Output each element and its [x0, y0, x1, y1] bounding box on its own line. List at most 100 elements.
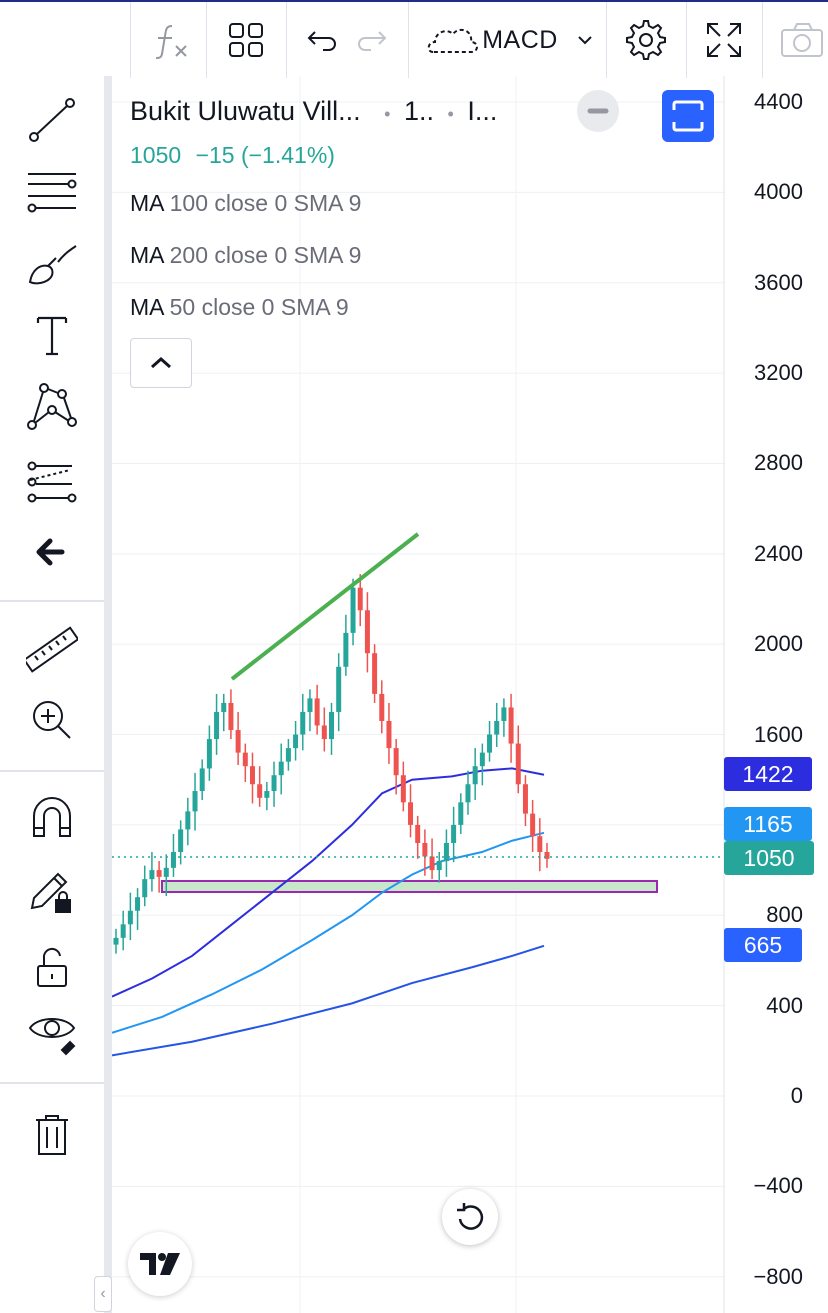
ruler-icon[interactable] — [26, 624, 78, 676]
candle-body — [170, 852, 176, 868]
price-axis-tick: 3200 — [754, 360, 803, 386]
text-icon[interactable] — [26, 310, 78, 362]
chevron-up-icon — [151, 356, 171, 369]
candle-body — [422, 842, 428, 857]
collapse-toolbar-button[interactable]: ‹ — [94, 1276, 112, 1312]
candle-body — [199, 768, 205, 792]
candle-body — [321, 725, 327, 740]
candle-body — [487, 734, 493, 753]
separator-dot: • — [447, 104, 454, 124]
tag-value: 1422 — [742, 760, 794, 787]
fullscreen-frame-icon — [672, 100, 704, 132]
pattern-icon[interactable] — [26, 380, 78, 432]
candle-body — [472, 766, 478, 785]
price-axis-tick: 2800 — [754, 450, 803, 476]
price-chart[interactable] — [112, 76, 828, 1313]
candle-body — [429, 856, 435, 871]
undo-icon[interactable] — [294, 2, 344, 78]
reset-icon — [457, 1203, 484, 1230]
ma-label: MA — [130, 242, 164, 268]
chart-fullscreen-button[interactable] — [662, 90, 714, 142]
trendline-icon[interactable] — [26, 94, 78, 146]
fib-lines-icon[interactable] — [26, 164, 78, 216]
candle-body — [242, 752, 248, 767]
minimize-button[interactable] — [577, 90, 619, 132]
pencil-lock-icon[interactable] — [26, 864, 78, 916]
candle-body — [336, 666, 342, 712]
candle-body — [386, 720, 392, 749]
reset-chart-button[interactable] — [442, 1189, 498, 1245]
candle-body — [515, 743, 521, 785]
indicator-name[interactable]: MACD — [482, 25, 558, 54]
function-icon[interactable] — [140, 2, 200, 78]
price-axis-tick: 2000 — [754, 631, 803, 657]
candle-body — [451, 824, 457, 843]
top-toolbar: MACD — [0, 0, 828, 78]
candle-body — [206, 739, 212, 769]
candle-body — [508, 707, 514, 744]
candle-body — [479, 752, 485, 767]
tag-value: 665 — [743, 931, 783, 958]
chevron-down-icon[interactable] — [570, 2, 600, 78]
candle-body — [501, 707, 507, 721]
brush-icon[interactable] — [26, 240, 78, 292]
price-axis-tick: 800 — [766, 902, 803, 928]
ma-legend-100[interactable]: MA 100 close 0 SMA 9 — [130, 190, 361, 217]
candle-body — [400, 775, 406, 803]
candle-body — [544, 852, 550, 859]
candle-body — [415, 824, 421, 843]
minus-icon — [587, 108, 609, 114]
cloud-icon[interactable] — [424, 2, 480, 78]
ma-label: MA — [130, 190, 164, 216]
candle-body — [156, 870, 162, 877]
candle-body — [343, 632, 349, 667]
ma-legend-200[interactable]: MA 200 close 0 SMA 9 — [130, 242, 361, 269]
fullscreen-icon[interactable] — [696, 2, 752, 78]
candle-body — [185, 811, 191, 830]
price-tag-ma50: 1165 — [724, 807, 812, 841]
price-axis-tick: 4000 — [754, 179, 803, 205]
lock-icon[interactable] — [26, 942, 78, 994]
separator-dot: • — [384, 104, 391, 124]
layout-grid-icon[interactable] — [214, 2, 278, 78]
candle-body — [235, 730, 241, 753]
candle-body — [314, 698, 320, 726]
candle-body — [285, 748, 291, 762]
zoom-in-icon[interactable] — [26, 694, 78, 746]
prediction-icon[interactable] — [26, 456, 78, 508]
collapse-legend-button[interactable] — [130, 338, 192, 388]
ma-200-line — [112, 944, 545, 1057]
camera-icon[interactable] — [772, 2, 828, 78]
candle-body — [408, 802, 414, 825]
trash-icon[interactable] — [26, 1110, 78, 1162]
eye-icon[interactable] — [26, 1004, 78, 1056]
ma-label: MA — [130, 294, 164, 320]
price-tag-last: 1050 — [724, 841, 814, 875]
price-axis-tick: 3600 — [754, 269, 803, 295]
candle-body — [537, 836, 543, 853]
toolbar-scroll-edge — [104, 0, 112, 1313]
candle-body — [436, 861, 442, 871]
symbol-legend[interactable]: Bukit Uluwatu Vill... • 1.. • I... — [130, 96, 497, 127]
candle-body — [458, 802, 464, 825]
back-arrow-icon[interactable] — [26, 526, 78, 578]
ma-legend-50[interactable]: MA 50 close 0 SMA 9 — [130, 294, 349, 321]
magnet-icon[interactable] — [26, 794, 78, 846]
candle-body — [300, 711, 306, 735]
candle-body — [530, 813, 536, 837]
candle-body — [163, 867, 169, 877]
candle-body — [135, 897, 141, 911]
ma-params: 200 close 0 SMA 9 — [169, 242, 362, 268]
change-value: −15 — [195, 142, 235, 168]
toolbar-divider — [0, 770, 104, 772]
candle-body — [278, 761, 284, 776]
trendline — [230, 532, 420, 681]
tradingview-logo[interactable] — [128, 1232, 192, 1296]
price-tag-ma200: 665 — [724, 928, 802, 962]
candle-body — [192, 791, 198, 812]
candle-body — [271, 775, 277, 792]
redo-icon[interactable] — [350, 2, 400, 78]
candle-body — [379, 693, 385, 721]
settings-icon[interactable] — [616, 2, 676, 78]
chart-grid — [112, 76, 724, 1313]
